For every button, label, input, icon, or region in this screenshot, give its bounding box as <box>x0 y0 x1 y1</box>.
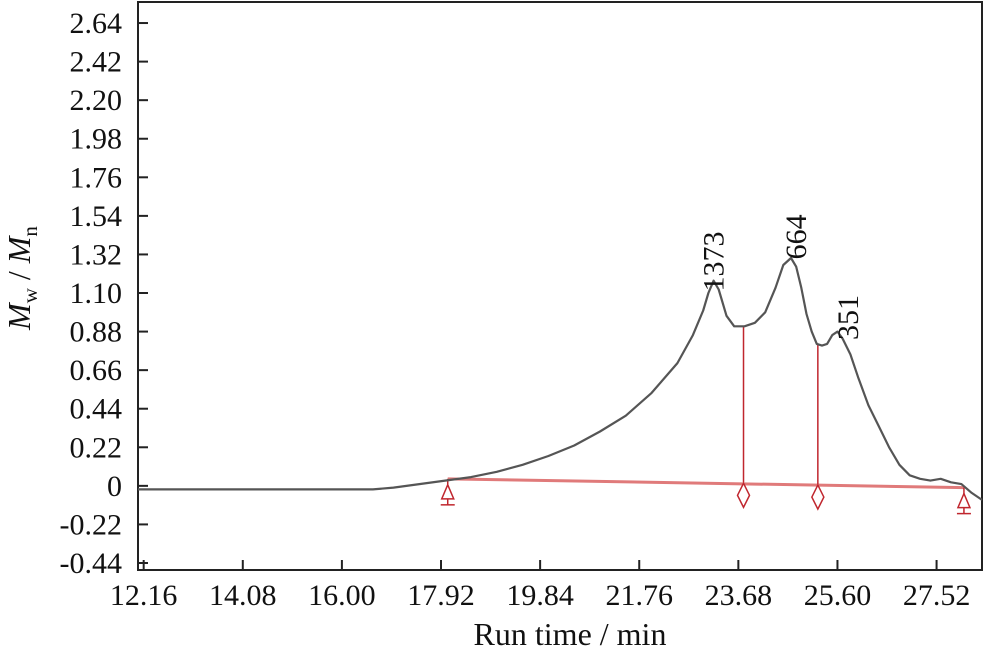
y-tick-label: -0.44 <box>60 547 123 580</box>
x-tick-label: 19.84 <box>506 579 574 612</box>
drop-line-diamond <box>811 483 825 511</box>
peak-annotations: 1373 664 351 <box>698 214 865 340</box>
x-tick-label: 14.08 <box>209 579 277 612</box>
y-tick-label: 1.10 <box>70 277 123 310</box>
y-tick-label: 0.22 <box>70 431 123 464</box>
y-tick-label: -0.22 <box>60 508 123 541</box>
y-tick-label: 0.44 <box>70 393 123 426</box>
y-axis-title-main-2: M <box>1 234 37 264</box>
signal-line <box>138 256 983 501</box>
y-axis-title-sub-2: n <box>18 226 42 237</box>
y-tick-label: 2.64 <box>70 7 123 40</box>
x-tick-label: 27.52 <box>903 579 971 612</box>
y-tick-label: 0 <box>107 470 122 503</box>
peak-markers <box>440 326 972 515</box>
x-tick-label: 25.60 <box>804 579 872 612</box>
peak-label: 1373 <box>698 231 731 291</box>
x-tick-label: 17.92 <box>407 579 475 612</box>
boundary-triangle <box>956 491 972 509</box>
x-tick-label: 12.16 <box>110 579 178 612</box>
x-tick-label: 16.00 <box>308 579 376 612</box>
y-axis-title-sub-1: w <box>18 287 42 303</box>
y-tick-label: 0.88 <box>70 316 123 349</box>
x-tick-label: 23.68 <box>705 579 773 612</box>
y-axis: 2.64 2.42 2.20 1.98 1.76 1.54 1.32 1.10 0.88 0.66… <box>60 7 148 580</box>
peak-label: 351 <box>832 295 865 340</box>
y-tick-label: 0.66 <box>70 354 123 387</box>
y-tick-label: 1.98 <box>70 123 123 156</box>
baseline-line <box>447 477 964 490</box>
series-group <box>138 256 983 501</box>
y-tick-label: 1.54 <box>70 200 123 233</box>
plot-frame <box>137 1 983 571</box>
x-axis: 12.16 14.08 16.00 17.92 19.84 21.76 23.68 25.60… <box>110 560 970 612</box>
y-axis-title-separator: / <box>1 263 37 288</box>
drop-line-diamond <box>736 481 751 510</box>
peak-label: 664 <box>780 214 813 259</box>
y-tick-label: 1.32 <box>70 238 123 271</box>
boundary-triangle <box>440 482 455 500</box>
y-tick-label: 2.42 <box>70 46 123 79</box>
y-axis-title: Mw / Mn <box>1 226 42 331</box>
integration-baseline <box>447 477 964 490</box>
x-tick-label: 21.76 <box>605 579 673 612</box>
y-tick-label: 1.76 <box>70 161 123 194</box>
y-axis-title-main-1: M <box>1 301 37 331</box>
plot-frame-rect <box>137 1 983 571</box>
y-tick-label: 2.20 <box>70 84 123 117</box>
x-axis-title: Run time / min <box>474 616 667 652</box>
